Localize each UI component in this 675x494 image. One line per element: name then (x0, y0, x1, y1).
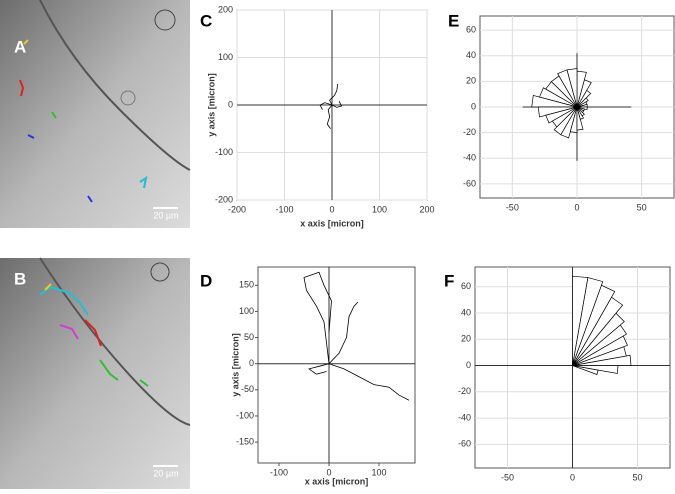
track (329, 84, 339, 106)
x-tick-label: 0 (574, 202, 579, 212)
y-tick-label: 150 (239, 280, 254, 290)
rose-wedge (576, 106, 588, 111)
x-tick-label: -200 (228, 204, 246, 214)
x-tick-label: 200 (419, 204, 434, 214)
y-tick-label: 40 (466, 50, 476, 60)
x-axis-label: x axis [micron] (305, 476, 369, 486)
panel-label: E (448, 11, 459, 30)
y-tick-label: 100 (218, 52, 233, 62)
panel-label: B (14, 269, 26, 288)
y-tick-label: 60 (461, 281, 471, 291)
x-tick-label: 0 (326, 467, 331, 477)
y-axis-label: y axis [micron] (230, 333, 240, 397)
y-tick-label: 20 (461, 334, 471, 344)
panel-label: A (14, 37, 26, 56)
track (331, 101, 343, 108)
x-tick-label: 100 (371, 467, 386, 477)
x-tick-label: 50 (637, 202, 647, 212)
y-tick-label: -100 (236, 410, 254, 420)
image-b: B 20 µm (0, 257, 191, 489)
chart-panel: -50 0 50 -60 -40 -20 0 20 40 60 F (444, 266, 671, 482)
scale-bar-label: 20 µm (153, 468, 178, 478)
y-tick-label: 50 (244, 332, 254, 342)
panel-label: F (444, 271, 454, 290)
y-tick-label: -150 (236, 436, 254, 446)
x-tick-label: -50 (506, 202, 519, 212)
panel-label: D (200, 271, 212, 290)
x-tick-label: 0 (329, 204, 334, 214)
y-tick-label: 0 (466, 360, 471, 370)
y-tick-label: -100 (215, 147, 233, 157)
y-tick-label: 20 (466, 76, 476, 86)
track (303, 271, 332, 364)
y-tick-label: 60 (466, 24, 476, 34)
x-tick-label: -100 (270, 467, 288, 477)
y-tick-label: -20 (458, 386, 471, 396)
y-tick-label: -50 (241, 384, 254, 394)
track (328, 363, 410, 401)
x-tick-label: -100 (275, 204, 293, 214)
track (328, 301, 359, 364)
y-tick-label: 0 (249, 358, 254, 368)
chart-panel: -50 0 50 -60 -40 -20 0 20 40 60 E (448, 11, 675, 212)
x-tick-label: -50 (501, 472, 514, 482)
y-tick-label: 0 (471, 101, 476, 111)
chart-panel: -100 0 100 -150 -100 -50 0 50 100 150 Dx axis [mic… (200, 266, 416, 486)
rose-wedge (572, 275, 589, 366)
x-axis-label: x axis [micron] (300, 218, 364, 228)
plot-area (257, 266, 416, 464)
y-tick-label: -40 (463, 153, 476, 163)
y-axis-label: y axis [micron] (206, 73, 216, 137)
y-tick-label: 200 (218, 4, 233, 14)
y-tick-label: -60 (463, 178, 476, 188)
track (308, 363, 330, 375)
y-tick-label: -200 (215, 194, 233, 204)
y-tick-label: -40 (458, 412, 471, 422)
chart-panel: -200 -100 0 100 200 -200 -100 0 100 200 Cx axis [m… (200, 4, 435, 228)
x-tick-label: 0 (570, 472, 575, 482)
y-tick-label: 40 (461, 307, 471, 317)
track (326, 104, 333, 129)
y-tick-label: -60 (458, 439, 471, 449)
x-tick-label: 100 (372, 204, 387, 214)
y-tick-label: 100 (239, 306, 254, 316)
panel-label: C (200, 11, 212, 30)
y-tick-label: -20 (463, 127, 476, 137)
y-tick-label: 0 (228, 99, 233, 109)
track (319, 102, 333, 110)
scale-bar-label: 20 µm (153, 210, 178, 220)
image-a: A 20 µm (0, 0, 191, 228)
x-tick-label: 50 (632, 472, 642, 482)
